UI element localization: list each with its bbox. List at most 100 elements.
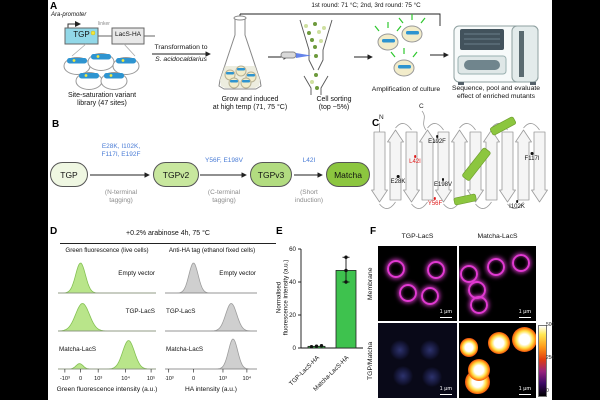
- species-caption: S. acidocaldarius: [155, 56, 207, 63]
- data-point: [314, 344, 319, 348]
- colorbar-tick-max: 500: [546, 322, 555, 328]
- node-tgpv2: TGPv2: [153, 162, 199, 187]
- faint-cell-signal: [420, 340, 441, 360]
- faint-cell-signal: [393, 365, 414, 386]
- flow-plot-ha: Empty vector TGP-LacS Matcha-LacS -10³ 0 10³ 1…: [164, 259, 257, 387]
- membrane-ring: [399, 284, 418, 303]
- hist-row-label: TGP-LacS: [166, 308, 195, 315]
- fluorescence-spot: [459, 338, 479, 358]
- flow-ha-xlabel: HA intensity (a.u.): [184, 386, 238, 393]
- x-tick-label: 10³: [219, 376, 227, 382]
- sequence-caption: Sequence, pool and evaluate effect of en…: [451, 85, 541, 101]
- hist-row-label: Matcha-LacS: [59, 346, 96, 353]
- flow-ha-header: Anti-HA tag (ethanol fixed cells): [168, 247, 256, 254]
- mutation-label-e198v: E198V: [434, 178, 452, 188]
- panel-c-topology: N C E192F L42I E28K E198V Y56F F117I I10…: [370, 103, 552, 230]
- col-header-tgp-lacs: TGP-LacS: [401, 233, 434, 240]
- hist-row-label: TGP-LacS: [126, 308, 155, 315]
- row-label-tgp-matcha: TGP/Matcha: [367, 341, 374, 380]
- sequencer-icon: [453, 25, 539, 85]
- mutation-label-l42i: L42I: [409, 155, 421, 165]
- panel-d-label: D: [50, 226, 58, 237]
- membrane-ring: [511, 254, 530, 273]
- scale-bar: 1 μm: [519, 309, 531, 318]
- histogram-curve: [58, 340, 156, 370]
- panel-e-label: E: [276, 226, 283, 237]
- membrane-ring: [421, 286, 440, 305]
- membrane-ring: [427, 261, 446, 279]
- cell-sorter-icon: [280, 19, 333, 95]
- flow-green-xlabel: Green fluorescence intensity (a.u.): [56, 386, 158, 393]
- hist-row-label: Empty vector: [219, 270, 256, 277]
- faint-cell-signal: [390, 340, 411, 360]
- intensity-colorbar: [538, 325, 547, 397]
- laser-icon: [280, 51, 297, 59]
- linker-label: linker: [98, 21, 110, 27]
- membrane-ring: [468, 281, 487, 300]
- flow-green-svg: Empty vector TGP-LacS Matcha-LacS -10³ 0 10³ 1…: [57, 262, 156, 382]
- figure-canvas: A: [48, 0, 555, 400]
- grow-caption: Grow and induced at high temp (71, 75 °C…: [212, 96, 288, 112]
- library-cells-icon: [63, 53, 140, 90]
- library-caption: Site-saturation variant library (47 site…: [67, 92, 137, 108]
- panel-d-title: +0.2% arabinose 4h, 75 °C: [126, 230, 210, 237]
- node-tgp: TGP: [50, 162, 88, 187]
- step3-mutations: L42I: [302, 157, 316, 164]
- black-bar-left: [0, 0, 48, 400]
- x-tick-label: 10⁵: [147, 375, 156, 382]
- sorting-caption: Cell sorting (top ~5%): [316, 96, 352, 112]
- mutation-label-i102k: I102K: [509, 200, 525, 210]
- amplified-cells-icon: [374, 14, 426, 77]
- data-point: [344, 280, 348, 284]
- step1-note: (N-terminal tagging): [104, 189, 138, 204]
- panel-b-label: B: [52, 119, 60, 130]
- micrograph-signal-tgp: 1 μm: [378, 323, 457, 398]
- microscopy-grid: TGP-LacS Matcha-LacS Membrane TGP/Matcha…: [367, 228, 555, 400]
- panel-a-illustration: [63, 13, 539, 95]
- step3-note: (Short induction): [294, 189, 324, 204]
- panel-b-arrows: [90, 172, 323, 178]
- step1-mutations: E28K, I102K, F117I, E192F: [101, 143, 141, 158]
- micrograph-membrane-tgp: 1 μm: [378, 246, 457, 321]
- x-tick-label: 10⁴: [243, 375, 252, 382]
- flow-ha-svg: Empty vector TGP-LacS Matcha-LacS -10³ 0 10³ 1…: [164, 262, 257, 382]
- y-tick-label: 40: [289, 279, 296, 286]
- mutation-label-y56f: Y56F: [428, 197, 442, 207]
- panel-a-label: A: [50, 1, 58, 12]
- laser-beam-icon: [296, 53, 311, 58]
- flow-green-header: Green fluorescence (live cells): [65, 247, 149, 254]
- membrane-ring: [387, 259, 406, 278]
- data-point: [319, 343, 324, 348]
- faint-cell-signal: [421, 367, 442, 387]
- diverge-line: [123, 43, 136, 57]
- node-tgpv3: TGPv3: [250, 162, 292, 187]
- bar-chart: Normalised fluorescence intensity (a.u.)…: [274, 228, 368, 400]
- x-tick-label: 0: [79, 376, 82, 382]
- x-tick-label: 10³: [94, 376, 102, 382]
- rounds-caption: 1st round: 71 °C; 2nd, 3rd round: 75 °C: [311, 2, 421, 9]
- histogram-curve: [165, 262, 257, 294]
- membrane-ring: [486, 258, 505, 276]
- histogram-curve: [165, 338, 257, 370]
- flask-icon: [218, 15, 262, 90]
- diverge-line: [71, 43, 87, 57]
- black-bar-right: [552, 0, 600, 400]
- amplification-caption: Amplification of culture: [371, 86, 441, 93]
- x-tick-label: 0: [192, 376, 195, 382]
- ara-promoter-label: Ara-promoter: [51, 12, 87, 18]
- tgp-box-label: TGP: [73, 30, 90, 39]
- panel-c-label: C: [372, 118, 380, 129]
- data-point: [309, 344, 314, 349]
- fluorescence-spot: [511, 326, 536, 353]
- y-tick-label: 0: [293, 345, 297, 352]
- mutation-site-dot: [90, 30, 96, 36]
- scale-bar: 1 μm: [440, 309, 452, 318]
- flow-plot-green: Empty vector TGP-LacS Matcha-LacS -10³ 0 10³ 1…: [57, 259, 156, 387]
- colorbar-tick-min: 0: [546, 388, 549, 394]
- scale-bar: 1 μm: [519, 386, 531, 395]
- x-tick-label: -10³: [60, 376, 70, 382]
- membrane-ring: [460, 264, 478, 283]
- step2-note: (C-terminal tagging): [207, 189, 241, 204]
